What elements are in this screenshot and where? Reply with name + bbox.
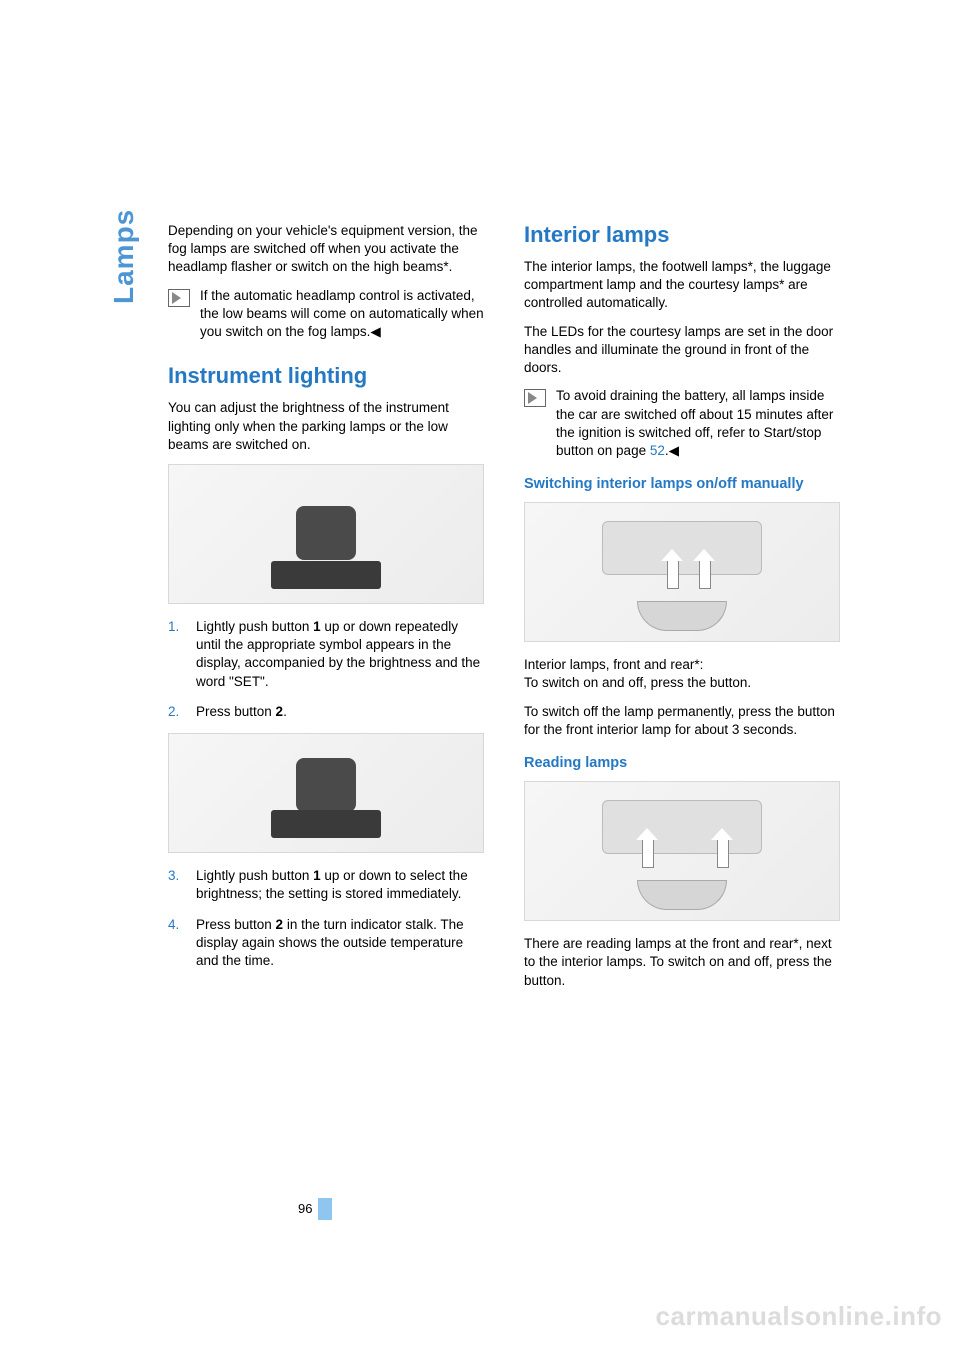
figure-instrument-2 bbox=[168, 733, 484, 853]
interior-p1: The interior lamps, the footwell lamps*,… bbox=[524, 258, 840, 313]
note-text-b: .◀ bbox=[665, 443, 679, 458]
watermark: carmanualsonline.info bbox=[656, 1301, 942, 1332]
content-columns: Depending on your vehicle's equipment ve… bbox=[168, 222, 840, 1000]
interior-p2: The LEDs for the courtesy lamps are set … bbox=[524, 323, 840, 378]
reading-p: There are reading lamps at the front and… bbox=[524, 935, 840, 990]
step-1: Lightly push button 1 up or down repeate… bbox=[168, 618, 484, 691]
left-column: Depending on your vehicle's equipment ve… bbox=[168, 222, 484, 1000]
figure-reading-lamps bbox=[524, 781, 840, 921]
intro-text: Depending on your vehicle's equipment ve… bbox=[168, 222, 484, 277]
switching-p1: Interior lamps, front and rear*: To swit… bbox=[524, 656, 840, 692]
right-column: Interior lamps The interior lamps, the f… bbox=[524, 222, 840, 1000]
switching-p2: To switch off the lamp permanently, pres… bbox=[524, 703, 840, 739]
page-number-bar bbox=[318, 1198, 332, 1220]
steps-list: Lightly push button 1 up or down repeate… bbox=[168, 618, 484, 721]
manual-page: Lamps Depending on your vehicle's equipm… bbox=[0, 0, 960, 1358]
note-icon bbox=[168, 289, 190, 307]
heading-reading-lamps: Reading lamps bbox=[524, 755, 840, 771]
instrument-intro: You can adjust the brightness of the ins… bbox=[168, 399, 484, 454]
figure-interior-lamps bbox=[524, 502, 840, 642]
note-auto-headlamp: If the automatic headlamp control is act… bbox=[168, 287, 484, 342]
note-icon bbox=[524, 389, 546, 407]
note-battery: To avoid draining the battery, all lamps… bbox=[524, 387, 840, 460]
note-text-a: To avoid draining the battery, all lamps… bbox=[556, 388, 833, 458]
section-label: Lamps bbox=[108, 209, 140, 304]
heading-instrument-lighting: Instrument lighting bbox=[168, 363, 484, 389]
step-3: Lightly push button 1 up or down to sele… bbox=[168, 867, 484, 903]
note-text: If the automatic headlamp control is act… bbox=[200, 288, 484, 339]
step-2: Press button 2. bbox=[168, 703, 484, 721]
page-number: 96 bbox=[298, 1201, 312, 1216]
figure-instrument-1 bbox=[168, 464, 484, 604]
step-4: Press button 2 in the turn indicator sta… bbox=[168, 916, 484, 971]
heading-switching-manual: Switching interior lamps on/off manually bbox=[524, 476, 840, 492]
heading-interior-lamps: Interior lamps bbox=[524, 222, 840, 248]
page-link-52[interactable]: 52 bbox=[650, 443, 665, 458]
steps-list-2: Lightly push button 1 up or down to sele… bbox=[168, 867, 484, 970]
